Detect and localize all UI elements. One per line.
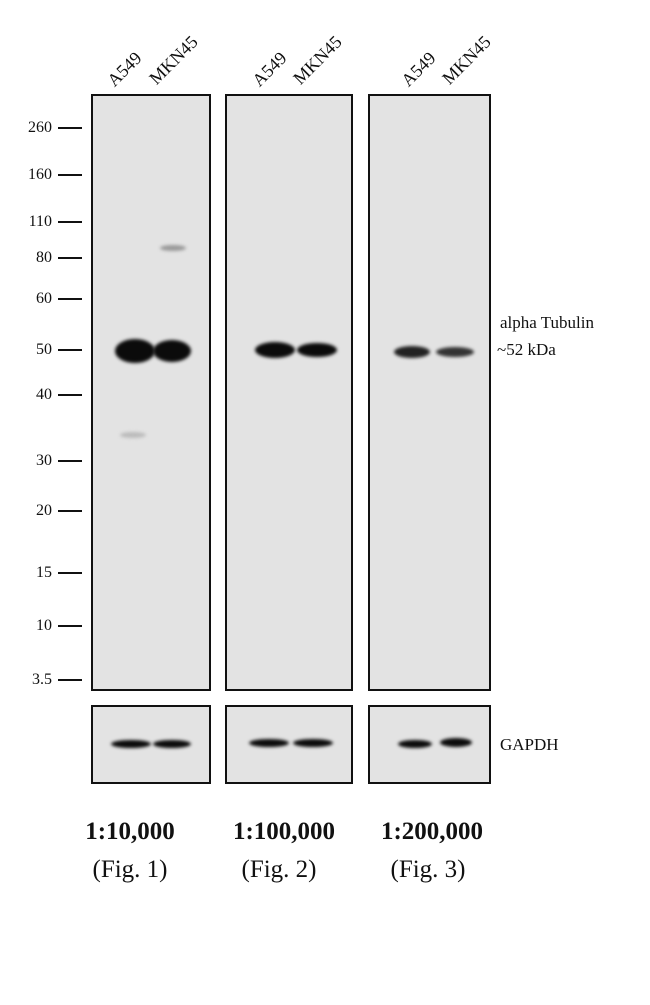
band	[255, 342, 295, 358]
band	[153, 340, 191, 362]
dilution-1: 1:10,000	[85, 818, 175, 845]
figure-2: (Fig. 2)	[241, 856, 317, 883]
gapdh-panel-1	[91, 705, 211, 784]
band	[297, 343, 337, 357]
marker: 160	[0, 165, 84, 185]
gapdh-panel-2	[225, 705, 353, 784]
marker: 10	[0, 616, 84, 636]
marker: 80	[0, 248, 84, 268]
marker: 40	[0, 385, 84, 405]
marker: 260	[0, 118, 84, 138]
marker: 110	[0, 212, 84, 232]
marker: 50	[0, 340, 84, 360]
band	[394, 346, 430, 358]
marker: 15	[0, 563, 84, 583]
target-size: ~52 kDa	[497, 340, 556, 359]
band	[160, 245, 186, 251]
band	[115, 339, 155, 363]
band	[111, 740, 151, 748]
blot-panel-1	[91, 94, 211, 691]
dilution-2: 1:100,000	[232, 818, 336, 845]
blot-panel-3	[368, 94, 491, 691]
loading-control-label: GAPDH	[500, 735, 559, 754]
target-name: alpha Tubulin	[500, 313, 594, 332]
marker: 30	[0, 451, 84, 471]
figure-1: (Fig. 1)	[92, 856, 168, 883]
band	[398, 740, 432, 748]
marker: 20	[0, 501, 84, 521]
band	[120, 432, 146, 438]
lane-label-a549: A549	[248, 47, 291, 91]
figure-3: (Fig. 3)	[390, 856, 466, 883]
lane-label-mkn45: MKN45	[289, 31, 346, 89]
marker: 60	[0, 289, 84, 309]
band	[293, 739, 333, 747]
gapdh-panel-3	[368, 705, 491, 784]
lane-label-a549: A549	[397, 47, 440, 91]
dilution-3: 1:200,000	[380, 818, 484, 845]
band	[440, 738, 472, 747]
band	[249, 739, 289, 747]
band	[436, 347, 474, 357]
lane-label-mkn45: MKN45	[145, 31, 202, 89]
blot-panel-2	[225, 94, 353, 691]
band	[153, 740, 191, 748]
lane-label-a549: A549	[103, 47, 146, 91]
marker: 3.5	[0, 670, 84, 690]
lane-label-mkn45: MKN45	[438, 31, 495, 89]
